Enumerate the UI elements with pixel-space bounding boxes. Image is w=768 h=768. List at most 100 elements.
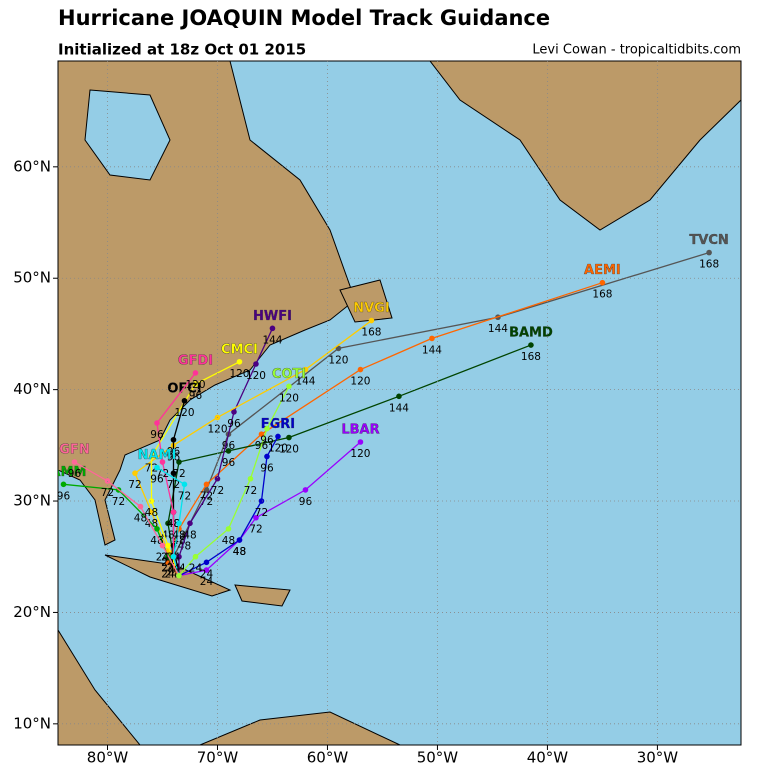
hour-label: 96 — [260, 462, 274, 474]
track-point — [275, 433, 281, 440]
hour-label: 96 — [167, 446, 181, 458]
track-point — [236, 358, 243, 365]
hour-label: 24 — [161, 563, 175, 575]
track-point — [269, 325, 276, 332]
hour-label: 72 — [249, 524, 262, 536]
track-point — [225, 526, 232, 532]
x-tick-label: 40°W — [527, 749, 569, 767]
hour-label: 48 — [183, 529, 196, 541]
track-point — [176, 520, 182, 527]
x-tick-label: 60°W — [307, 749, 349, 767]
track-point — [253, 514, 259, 521]
track-point — [170, 470, 177, 476]
hour-label: 72 — [156, 468, 169, 480]
hour-label: 48 — [134, 513, 147, 525]
hour-label: 24 — [161, 557, 175, 569]
hour-label: 72 — [211, 485, 224, 497]
hour-label: 96 — [260, 435, 274, 447]
cuba — [104, 554, 232, 597]
track-point — [231, 409, 237, 415]
track-point — [429, 335, 435, 342]
track-point — [181, 397, 188, 404]
y-tick-label: 50°N — [13, 269, 51, 287]
track-point — [528, 342, 534, 348]
track-point — [236, 537, 243, 543]
track-point — [214, 475, 221, 482]
x-tick-label: 80°W — [87, 749, 129, 767]
track-point — [159, 459, 166, 465]
hour-label: 96 — [150, 474, 164, 486]
hour-label: 120 — [328, 354, 348, 366]
track-point — [132, 470, 138, 476]
hour-label: 144 — [422, 344, 442, 356]
hour-label: 120 — [229, 368, 249, 380]
hour-label: 72 — [200, 496, 213, 508]
track-line — [150, 361, 240, 576]
track-point — [104, 478, 111, 484]
track-point — [165, 542, 171, 549]
hour-label: 72 — [101, 487, 114, 499]
track-point — [335, 345, 342, 352]
hour-label: 120 — [185, 379, 205, 391]
track-point — [192, 553, 199, 560]
track-point — [170, 509, 177, 515]
hour-label: 168 — [699, 259, 719, 271]
track-point — [192, 381, 199, 387]
track-point — [302, 366, 309, 373]
hour-label: 120 — [279, 392, 299, 404]
north-america — [58, 61, 356, 546]
chart-title: Hurricane JOAQUIN Model Track Guidance — [58, 6, 550, 30]
track-point — [286, 383, 292, 390]
greenland — [429, 61, 741, 231]
track-point — [176, 572, 182, 579]
track-point — [599, 279, 606, 286]
hour-label: 48 — [172, 529, 185, 541]
track-point — [165, 520, 171, 527]
hour-label: 120 — [268, 442, 288, 454]
track-point — [148, 498, 155, 504]
hour-label: 144 — [488, 323, 508, 335]
hour-label: 96 — [227, 418, 241, 430]
track-point — [264, 453, 270, 460]
credit: Levi Cowan - tropicaltidbits.com — [532, 43, 741, 58]
south-america — [199, 711, 401, 745]
track-point — [170, 436, 177, 443]
chart-subtitle: Initialized at 18z Oct 01 2015 — [58, 41, 306, 59]
track-line — [178, 436, 279, 577]
hour-label: 72 — [112, 496, 125, 508]
track-point — [154, 420, 160, 426]
hour-label: 96 — [57, 490, 71, 502]
hour-label: 96 — [150, 429, 164, 441]
hour-label: 120 — [279, 444, 299, 456]
track-point — [368, 317, 375, 324]
track-point — [165, 559, 171, 566]
track-name: NVGI — [353, 301, 389, 316]
track-point — [60, 481, 67, 488]
track-point — [203, 567, 210, 573]
track-name: COTI — [272, 367, 306, 382]
hour-label: 168 — [592, 289, 612, 301]
track-name: HWFI — [253, 309, 292, 324]
hour-label: 48 — [233, 546, 246, 558]
hour-label: 144 — [295, 376, 315, 388]
track-name: NAMI — [138, 448, 177, 463]
hour-label: 96 — [68, 468, 82, 480]
track-name: OFCI — [167, 381, 201, 396]
track-point — [181, 481, 188, 488]
track-name: BAMD — [509, 326, 553, 341]
newfoundland — [339, 279, 393, 323]
central-america — [58, 629, 141, 745]
track-point — [192, 370, 199, 376]
hour-label: 24 — [200, 568, 214, 580]
track-point — [71, 459, 78, 465]
hour-label: 96 — [189, 390, 203, 402]
hour-label: 120 — [246, 370, 266, 382]
track-point — [137, 503, 144, 510]
track-point — [396, 393, 402, 400]
y-tick-label: 10°N — [13, 714, 51, 732]
track-line — [178, 441, 361, 577]
hour-label: 72 — [255, 507, 268, 519]
track-point — [203, 487, 210, 493]
hour-label: 24 — [161, 568, 175, 580]
x-tick-label: 30°W — [637, 749, 679, 767]
